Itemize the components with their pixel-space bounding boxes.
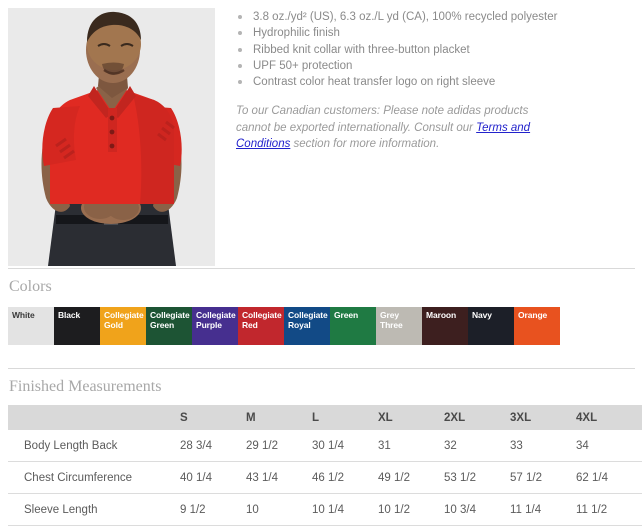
note-text-before: To our Canadian customers: Please note a… — [236, 105, 529, 134]
color-swatch[interactable]: Collegiate Purple — [192, 307, 238, 345]
colors-section: Colors White Black Collegiate Gold Collegia… — [0, 268, 643, 345]
color-swatch[interactable]: Navy — [468, 307, 514, 345]
measurement-value: 33 — [510, 430, 576, 462]
bullet-icon — [238, 31, 242, 36]
measurement-value: 53 1/2 — [444, 461, 510, 494]
product-overview: 3.8 oz./yd² (US), 6.3 oz./L yd (CA), 100… — [8, 8, 636, 266]
bullet-icon — [238, 47, 242, 52]
measurement-value: 57 1/2 — [510, 461, 576, 494]
table-column-header: M — [246, 405, 312, 430]
table-column-header: 4XL — [576, 405, 642, 430]
measurements-heading: Finished Measurements — [9, 378, 162, 395]
measurements-table-head: S M L XL 2XL 3XL 4XL — [8, 405, 642, 430]
color-swatch-label: Collegiate Red — [242, 310, 282, 330]
table-column-header — [8, 405, 180, 430]
table-column-header: 3XL — [510, 405, 576, 430]
measurement-value: 10 1/2 — [378, 493, 444, 526]
spec-text: Ribbed knit collar with three-button pla… — [253, 43, 470, 56]
product-photo-image — [8, 8, 215, 266]
spec-text: 3.8 oz./yd² (US), 6.3 oz./L yd (CA), 100… — [253, 11, 558, 23]
measurement-value: 34 — [576, 430, 642, 462]
spec-item: 3.8 oz./yd² (US), 6.3 oz./L yd (CA), 100… — [236, 9, 636, 25]
bullet-icon — [238, 15, 242, 19]
measurement-value: 49 1/2 — [378, 461, 444, 494]
measurements-section: Finished Measurements S M L XL 2XL 3XL 4XL Bod… — [0, 368, 643, 526]
bullet-icon — [238, 63, 242, 68]
bullet-icon — [238, 80, 242, 85]
measurement-value: 30 1/4 — [312, 430, 378, 462]
product-specifications: 3.8 oz./yd² (US), 6.3 oz./L yd (CA), 100… — [236, 9, 636, 152]
measurements-table-body: Body Length Back 28 3/4 29 1/2 30 1/4 31 32 33… — [8, 430, 642, 526]
measurement-value: 29 1/2 — [246, 430, 312, 462]
product-photo[interactable] — [8, 8, 215, 266]
color-swatch[interactable]: Maroon — [422, 307, 468, 345]
measurement-value: 62 1/4 — [576, 461, 642, 494]
color-swatch[interactable]: Grey Three — [376, 307, 422, 345]
measurements-table: S M L XL 2XL 3XL 4XL Body Length Back 28 3/4 29 … — [8, 405, 642, 526]
spec-item: UPF 50+ protection — [236, 58, 636, 74]
color-swatch-label: Collegiate Green — [150, 310, 190, 330]
color-swatch-label: Collegiate Purple — [196, 310, 236, 330]
spec-item: Ribbed knit collar with three-button pla… — [236, 42, 636, 58]
spec-text: Contrast color heat transfer logo on rig… — [253, 76, 496, 89]
color-swatch-label: Maroon — [426, 310, 457, 320]
color-swatch-label: Green — [334, 310, 359, 320]
color-swatch-label: Orange — [518, 310, 548, 320]
note-text-after: section for more information. — [290, 138, 440, 151]
color-swatch-label: Black — [58, 310, 81, 320]
spec-text: Hydrophilic finish — [253, 27, 340, 40]
measurement-value: 9 1/2 — [180, 493, 246, 526]
measurement-value: 32 — [444, 430, 510, 462]
table-column-header: XL — [378, 405, 444, 430]
spec-text: UPF 50+ protection — [253, 59, 353, 72]
color-swatch[interactable]: Collegiate Royal — [284, 307, 330, 345]
measurement-value: 28 3/4 — [180, 430, 246, 462]
color-swatch-label: White — [12, 310, 35, 320]
measurement-value: 10 3/4 — [444, 493, 510, 526]
measurement-label: Chest Circumference — [8, 461, 180, 494]
measurement-value: 11 1/4 — [510, 493, 576, 526]
color-swatch[interactable]: Collegiate Gold — [100, 307, 146, 345]
table-column-header: S — [180, 405, 246, 430]
color-swatch[interactable]: Green — [330, 307, 376, 345]
measurement-value: 31 — [378, 430, 444, 462]
canadian-customers-note: To our Canadian customers: Please note a… — [236, 103, 566, 152]
color-swatch-label: Collegiate Gold — [104, 310, 144, 330]
table-row: Sleeve Length 9 1/2 10 10 1/4 10 1/2 10 3/4 11… — [8, 493, 642, 526]
measurement-value: 40 1/4 — [180, 461, 246, 494]
color-swatch-label: Collegiate Royal — [288, 310, 328, 330]
measurement-value: 10 1/4 — [312, 493, 378, 526]
section-divider — [8, 368, 635, 369]
color-swatch-label: Navy — [472, 310, 492, 320]
measurement-value: 11 1/2 — [576, 493, 642, 526]
table-header-row: S M L XL 2XL 3XL 4XL — [8, 405, 642, 430]
color-swatch-row: White Black Collegiate Gold Collegiate Gree… — [8, 307, 560, 345]
spec-item: Contrast color heat transfer logo on rig… — [236, 74, 636, 90]
table-row: Body Length Back 28 3/4 29 1/2 30 1/4 31 32 33… — [8, 430, 642, 462]
colors-heading: Colors — [9, 278, 52, 295]
color-swatch-label: Grey Three — [380, 310, 403, 330]
color-swatch[interactable]: Collegiate Green — [146, 307, 192, 345]
measurement-label: Body Length Back — [8, 430, 180, 462]
color-swatch[interactable]: Orange — [514, 307, 560, 345]
terms-and-conditions-link[interactable]: Terms and Conditions — [236, 121, 531, 151]
measurement-value: 10 — [246, 493, 312, 526]
color-swatch[interactable]: White — [8, 307, 54, 345]
table-row: Chest Circumference 40 1/4 43 1/4 46 1/2 49 … — [8, 461, 642, 494]
spec-list: 3.8 oz./yd² (US), 6.3 oz./L yd (CA), 100… — [236, 9, 636, 90]
color-swatch[interactable]: Collegiate Red — [238, 307, 284, 345]
section-divider — [8, 268, 635, 269]
measurement-value: 46 1/2 — [312, 461, 378, 494]
measurement-label: Sleeve Length — [8, 493, 180, 526]
table-column-header: 2XL — [444, 405, 510, 430]
table-column-header: L — [312, 405, 378, 430]
color-swatch[interactable]: Black — [54, 307, 100, 345]
measurement-value: 43 1/4 — [246, 461, 312, 494]
spec-item: Hydrophilic finish — [236, 25, 636, 41]
